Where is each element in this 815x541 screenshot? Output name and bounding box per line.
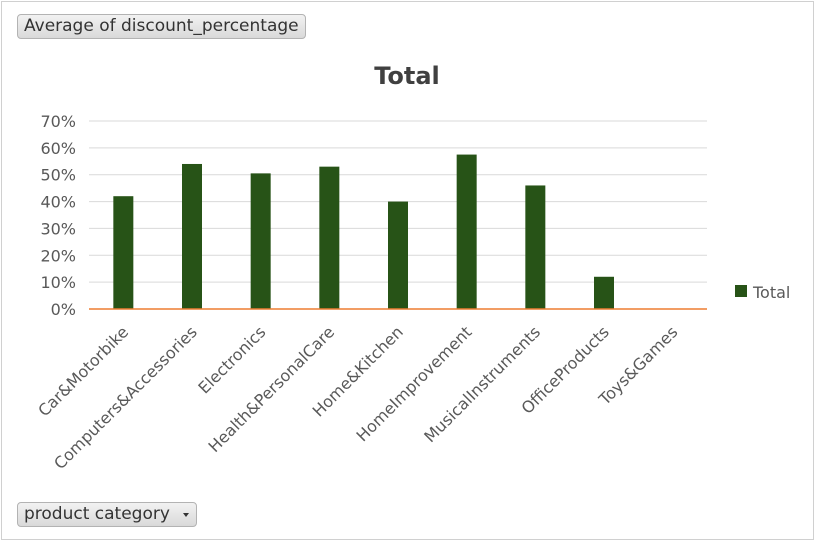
y-tick-label: 0% bbox=[51, 300, 76, 319]
value-field-button[interactable]: Average of discount_percentage bbox=[17, 14, 306, 39]
bar bbox=[182, 163, 202, 309]
axis-field-button[interactable]: product category bbox=[17, 502, 197, 527]
y-tick-label: 20% bbox=[40, 246, 76, 265]
legend-swatch bbox=[735, 285, 747, 297]
bar bbox=[250, 173, 271, 309]
bar bbox=[388, 201, 408, 309]
x-tick-label: Electronics bbox=[194, 322, 269, 397]
y-tick-label: 10% bbox=[40, 273, 76, 292]
y-tick-label: 60% bbox=[40, 139, 76, 158]
legend-label: Total bbox=[752, 283, 790, 302]
x-tick-label: MusicalInstruments bbox=[420, 322, 544, 446]
x-tick-label: Computers&Accessories bbox=[50, 322, 201, 473]
y-tick-label: 70% bbox=[40, 112, 76, 131]
bars bbox=[113, 154, 614, 309]
bar bbox=[525, 185, 546, 309]
x-tick-label: Health&PersonalCare bbox=[204, 322, 338, 456]
bar bbox=[113, 196, 134, 309]
legend: Total bbox=[735, 283, 790, 302]
x-tick-label: HomeImprovement bbox=[353, 322, 476, 445]
y-tick-label: 40% bbox=[40, 193, 76, 212]
y-axis: 0% 10% 20% 30% 40% 50% 60% 70% bbox=[40, 112, 76, 319]
y-tick-label: 30% bbox=[40, 219, 76, 238]
chart-title: Total bbox=[374, 62, 440, 90]
bar bbox=[456, 154, 477, 309]
bar bbox=[594, 276, 614, 309]
x-axis: Car&MotorbikeComputers&AccessoriesElectr… bbox=[34, 308, 707, 473]
bar bbox=[319, 166, 340, 309]
y-tick-label: 50% bbox=[40, 166, 76, 185]
axis-field-label: product category bbox=[24, 504, 170, 524]
dropdown-arrow-icon[interactable] bbox=[182, 513, 189, 517]
